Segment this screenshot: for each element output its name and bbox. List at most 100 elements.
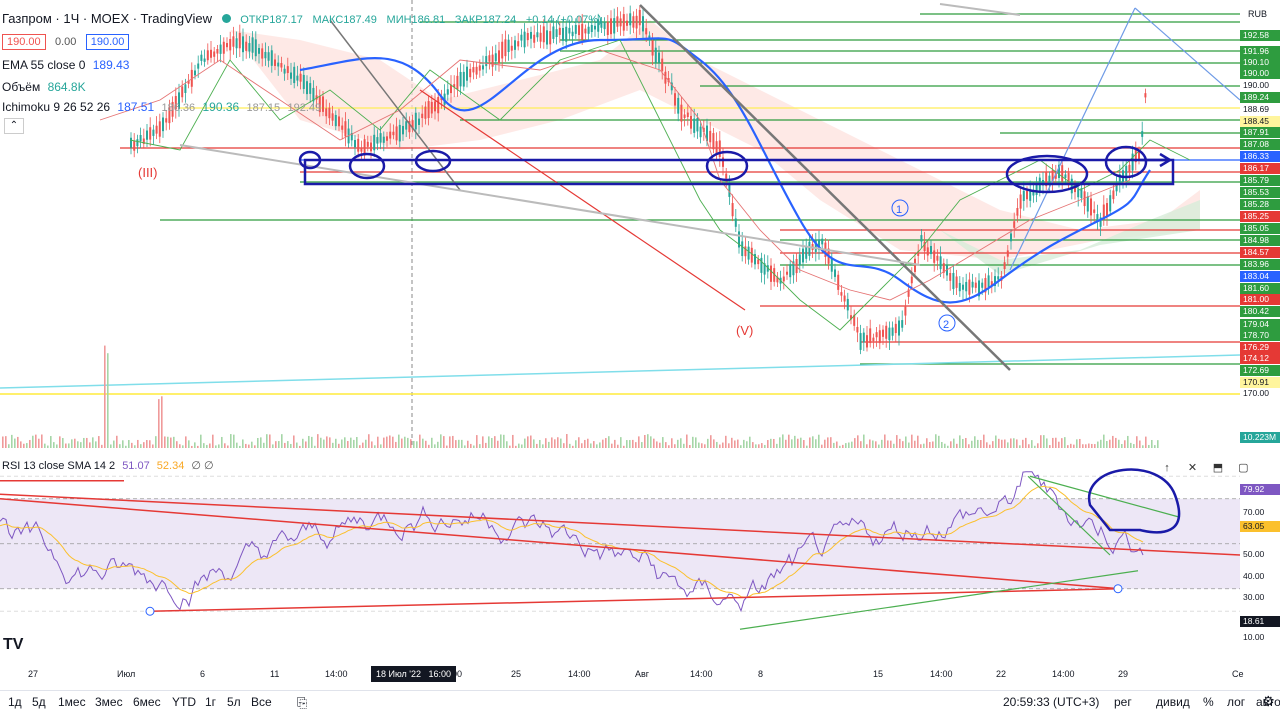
range-button-5[interactable]: YTD [172, 695, 196, 709]
price-chart-pane[interactable]: (III) (V) 1 2 [0, 0, 1240, 448]
time-axis-label: 25 [511, 669, 522, 679]
close-icon[interactable]: ✕ [1187, 462, 1198, 474]
scale-option-1[interactable]: дивид [1156, 695, 1190, 709]
interval[interactable]: 1Ч [63, 11, 80, 26]
wave-label-1: 1 [896, 204, 902, 216]
scale-option-0[interactable]: рег [1114, 695, 1132, 709]
price-scale-label: 185.05 [1240, 223, 1280, 234]
rsi-scale-label: 63.05 [1240, 521, 1280, 532]
price-scale-label: 188.45 [1240, 116, 1280, 127]
time-axis-label: Июл [117, 669, 136, 679]
price-scale-label: 189.24 [1240, 92, 1280, 103]
date-range-calendar-icon[interactable]: ⎘ [297, 695, 308, 710]
move-up-icon[interactable]: ↑ [1164, 462, 1170, 474]
price-scale-label: 183.04 [1240, 271, 1280, 282]
time-axis-label: 14:00 [325, 669, 348, 679]
scale-option-3[interactable]: лог [1227, 695, 1246, 709]
scale-option-4[interactable]: авто [1256, 695, 1280, 709]
rsi-pane[interactable] [0, 455, 1240, 660]
price-scale-label: 186.33 [1240, 151, 1280, 162]
rsi-scale-label: 70.00 [1243, 507, 1265, 517]
rsi-legend[interactable]: RSI 13 close SMA 14 2 51.07 52.34 ∅ ∅ [2, 459, 214, 472]
bid-ask-legend: 190.00 0.00 190.00 [2, 34, 130, 50]
price-scale-label: 176.29 [1240, 342, 1280, 353]
price-scale-label: 170.00 [1243, 388, 1269, 398]
range-button-7[interactable]: 5л [227, 695, 241, 709]
market-status-icon [221, 14, 231, 23]
range-button-8[interactable]: Все [251, 695, 272, 709]
time-axis-label: 14:00 [1052, 669, 1075, 679]
maximize-pane-icon[interactable]: ▢ [1238, 462, 1249, 474]
range-button-4[interactable]: 6мес [133, 695, 161, 709]
time-axis-label: 14:00 [568, 669, 591, 679]
time-axis[interactable]: 27 Июл 6 11 14:00 00 25 14:00 Авг 14:00 8 15 14:00 22… [0, 662, 1244, 688]
time-axis-label: 27 [28, 669, 39, 679]
trend-line-cyan [0, 354, 1240, 389]
price-scale-label: 190.10 [1240, 57, 1280, 68]
rsi-scale-label: 30.00 [1243, 592, 1265, 602]
ichimoku-v3: 190.36 [202, 100, 240, 114]
range-button-1[interactable]: 5д [32, 695, 46, 709]
price-scale-label: 192.58 [1240, 30, 1280, 41]
price-scale-label: 185.79 [1240, 175, 1280, 186]
price-scale-label: 185.25 [1240, 211, 1280, 222]
range-button-0[interactable]: 1д [8, 695, 22, 709]
rsi-scale-label: 79.92 [1240, 484, 1280, 495]
settings-gear-icon[interactable]: ⚙ [1262, 693, 1275, 709]
ichimoku-label: Ichimoku 9 26 52 26 [2, 100, 111, 114]
projection-down [1134, 7, 1240, 101]
ohlc-change: +0.14 (+0.07%) [525, 14, 602, 26]
bid-price[interactable]: 190.00 [2, 34, 46, 50]
collapse-pane-icon[interactable]: ⬒ [1212, 462, 1224, 474]
price-scale-label: 172.69 [1240, 365, 1280, 376]
wave-label-2: 2 [943, 319, 949, 331]
clock-timezone[interactable]: 20:59:33 (UTC+3) [1003, 695, 1100, 709]
exchange: MOEX [90, 11, 130, 26]
time-axis-label: 6 [200, 669, 206, 679]
rsi-sma-value: 52.34 [156, 460, 185, 472]
range-button-3[interactable]: 3мес [95, 695, 123, 709]
projection-up [1009, 7, 1136, 271]
time-axis-label: Авг [635, 669, 650, 679]
volume-bars [2, 345, 1159, 448]
time-axis-label: 14:00 [930, 669, 953, 679]
price-scale-label: 180.42 [1240, 306, 1280, 317]
ema-legend[interactable]: EMA 55 close 0 189.43 [2, 58, 129, 72]
price-scale-label: 179.04 [1240, 319, 1280, 330]
scale-option-2[interactable]: % [1203, 695, 1214, 709]
rsi-scale-label: 50.00 [1243, 549, 1265, 559]
rsi-scale-label: 18.61 [1240, 616, 1280, 627]
price-scale-label: 174.12 [1240, 353, 1280, 364]
volume-legend[interactable]: Объём 864.8K [2, 80, 86, 94]
time-axis-label: 15 [873, 669, 884, 679]
collapse-legend-button[interactable]: ⌃ [4, 118, 24, 134]
rsi-scale-label: 40.00 [1243, 571, 1265, 581]
ohlc-open: ОТКР187.17 [240, 14, 303, 26]
rsi-scale[interactable]: 79.92 70.00 63.05 50.00 40.00 30.00 18.61 10.00 [1240, 455, 1280, 660]
tradingview-logo-icon[interactable]: TV [3, 636, 24, 653]
ask-price[interactable]: 190.00 [85, 34, 130, 50]
ema-value: 189.43 [92, 58, 130, 72]
price-scale-label: 191.96 [1240, 46, 1280, 57]
ichimoku-v4: 187.15 [246, 102, 281, 114]
price-scale-label: 190.00 [1243, 80, 1269, 90]
wave-label-v: (V) [736, 323, 753, 338]
time-axis-label: 22 [996, 669, 1007, 679]
price-chart-canvas[interactable]: (III) (V) 1 2 [0, 0, 1240, 448]
range-button-2[interactable]: 1мес [58, 695, 86, 709]
volume-label: Объём [2, 80, 41, 94]
symbol-name[interactable]: Газпром [2, 11, 52, 26]
price-scale[interactable]: RUB 192.58 191.96 190.10 190.00 190.00 189.24… [1240, 0, 1280, 448]
ohlc-high: МАКС187.49 [312, 14, 377, 26]
currency-label[interactable]: RUB [1248, 9, 1268, 19]
range-button-6[interactable]: 1г [205, 695, 217, 709]
price-scale-label: 181.00 [1240, 294, 1280, 305]
rsi-label: RSI 13 close SMA 14 2 [2, 460, 116, 472]
price-scale-label: 178.70 [1240, 330, 1280, 341]
rsi-canvas[interactable] [0, 455, 1240, 660]
rsi-pane-controls: ↑ ✕ ⬒ ▢ [1158, 458, 1255, 476]
ichimoku-v5: 192.49 [287, 102, 322, 114]
price-scale-label: 181.60 [1240, 283, 1280, 294]
ichimoku-legend[interactable]: Ichimoku 9 26 52 26 187.51 186.36 190.36… [2, 100, 321, 114]
symbol-legend[interactable]: Газпром · 1Ч · MOEX · TradingView ОТКР18… [2, 11, 602, 26]
